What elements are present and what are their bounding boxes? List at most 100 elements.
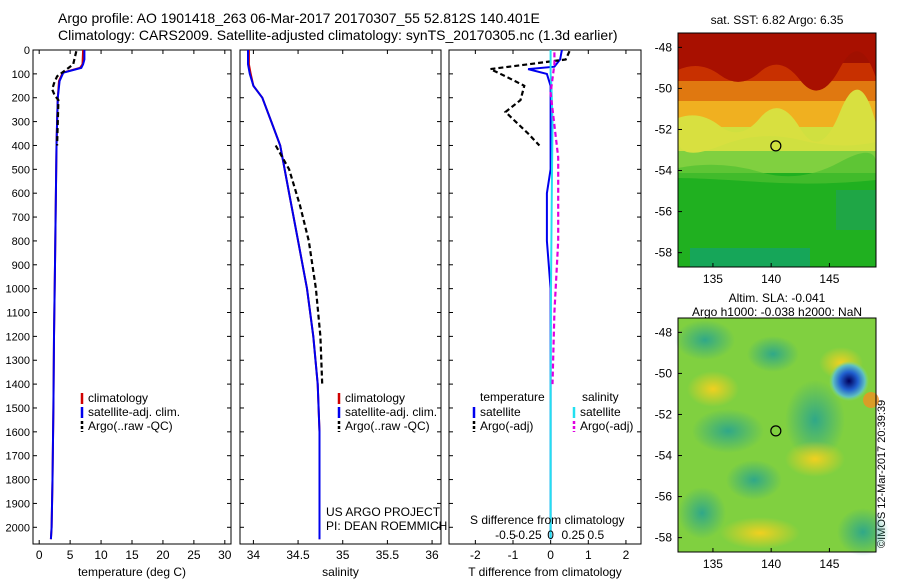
- sla-low-blob-2: [692, 409, 764, 453]
- sla-warm-spot: [863, 392, 879, 408]
- diff-secondary-tick-label: 0.5: [587, 528, 604, 542]
- panel1-xtick-label: 35.5: [376, 548, 400, 562]
- climatology-title: Climatology: CARS2009. Satellite-adjuste…: [58, 27, 618, 43]
- panel2-xtick-label: 1: [585, 548, 592, 562]
- sla-high-blob-2: [720, 517, 800, 549]
- depth-tick-label: 2000: [6, 522, 30, 534]
- panel0-xtick-label: 20: [156, 548, 170, 562]
- map0-ytick-label: -56: [655, 205, 673, 219]
- map0-ytick-label: -58: [655, 246, 673, 260]
- depth-tick-label: 1600: [6, 427, 30, 439]
- diff-legend-sal-argo-label: Argo(-adj): [580, 419, 633, 433]
- map0-frame: [677, 32, 877, 268]
- sst-cool-patch: [836, 190, 876, 230]
- panel0-legend-climatology-label: climatology: [88, 391, 148, 405]
- diff-legend-sal-satellite-label: satellite: [580, 405, 621, 419]
- panel2-series-line-3: [549, 52, 560, 385]
- panel1-frame: [239, 49, 442, 545]
- depth-tick-label: 1800: [6, 475, 30, 487]
- panel1-legend-climatology-label: climatology: [345, 391, 405, 405]
- project-label: US ARGO PROJECT: [326, 505, 441, 519]
- diff-secondary-tick-label: 0: [547, 528, 554, 542]
- depth-tick-label: 400: [12, 140, 30, 152]
- depth-tick-label: 1700: [6, 451, 30, 463]
- sla-map-title: Altim. SLA: -0.041: [729, 291, 826, 305]
- depth-tick-label: 200: [12, 93, 30, 105]
- map0-ytick-label: -54: [655, 164, 673, 178]
- map0-xtick-label: 145: [819, 272, 839, 286]
- panel2-xtick-label: -1: [508, 548, 519, 562]
- depth-tick-label: 1200: [6, 331, 30, 343]
- sst-front-band: [678, 89, 876, 153]
- map1-ytick-label: -54: [655, 449, 673, 463]
- panel0-frame: [32, 49, 232, 545]
- panel0-series-line-1: [49, 50, 86, 540]
- map0-xtick-label: 140: [761, 272, 781, 286]
- depth-tick-label: 700: [12, 212, 30, 224]
- panel2-xtick-label: -2: [470, 548, 481, 562]
- panel0-xlabel: temperature (deg C): [78, 565, 186, 579]
- map1-argo-position-marker: [770, 425, 782, 437]
- panel1-legend-satellite-label: satellite-adj. clim.: [345, 405, 437, 419]
- depth-tick-label: 800: [12, 236, 30, 248]
- profile-title: Argo profile: AO 1901418_263 06-Mar-2017…: [58, 10, 540, 26]
- sla-low-blob-1: [747, 336, 799, 372]
- depth-tick-label: 1000: [6, 284, 30, 296]
- panel2-xtick-label: 0: [547, 548, 554, 562]
- diff-legend-temp-satellite-label: satellite: [480, 405, 521, 419]
- depth-tick-label: 1400: [6, 379, 30, 391]
- panel1-xtick-label: 35: [336, 548, 350, 562]
- depth-tick-label: 1500: [6, 403, 30, 415]
- depth-tick-label: 100: [12, 69, 30, 81]
- panel1-xtick-label: 36: [425, 548, 439, 562]
- depth-tick-label: 1300: [6, 355, 30, 367]
- map1-ytick-label: -56: [655, 490, 673, 504]
- panel1-xlabel: salinity: [322, 565, 359, 579]
- map1-ytick-label: -58: [655, 531, 673, 545]
- sla-low-blob-4: [678, 487, 726, 539]
- panel0-xtick-label: 5: [67, 548, 74, 562]
- panel2-frame: [448, 49, 642, 545]
- panel0-series-line-2: [51, 50, 78, 146]
- sla-low-blob-3: [726, 460, 782, 500]
- depth-tick-label: 0: [24, 45, 30, 57]
- map1-frame: [677, 317, 877, 553]
- sst-cool-band: [678, 152, 877, 184]
- map1-xtick-label: 135: [703, 557, 723, 571]
- depth-tick-label: 1900: [6, 498, 30, 510]
- pi-label: PI: DEAN ROEMMICH: [326, 519, 447, 533]
- diff-legend-temp-argo-label: Argo(-adj): [480, 419, 533, 433]
- panel0-xtick-label: 15: [125, 548, 139, 562]
- panel1-xtick-label: 34: [247, 548, 261, 562]
- map1-xtick-label: 145: [819, 557, 839, 571]
- map1-ytick-label: -48: [655, 325, 673, 339]
- map0-ytick-label: -50: [655, 81, 673, 95]
- panel1-legend-argo-label: Argo(..raw -QC): [345, 419, 430, 433]
- panel2-xtick-label: 2: [623, 548, 630, 562]
- panel0-xtick-label: 10: [94, 548, 108, 562]
- sla-cold-eddy: [829, 361, 869, 401]
- diff-secondary-tick-label: -0.25: [514, 528, 542, 542]
- map1-ytick-label: -50: [655, 366, 673, 380]
- map0-ytick-label: -48: [655, 40, 673, 54]
- panel0-legend-argo-label: Argo(..raw -QC): [88, 419, 173, 433]
- sst-south-patch: [690, 248, 810, 267]
- panel0-legend-satellite-label: satellite-adj. clim.: [88, 405, 180, 419]
- diff-secondary-tick-label: 0.25: [562, 528, 586, 542]
- sla-low-blob-0: [675, 320, 735, 360]
- panel1-series-line-1: [247, 50, 321, 540]
- diff-secondary-axis-label: S difference from climatology: [470, 513, 625, 527]
- diff-legend-temperature-title: temperature: [480, 390, 545, 404]
- depth-tick-label: 1100: [6, 308, 30, 320]
- depth-tick-label: 300: [12, 117, 30, 129]
- map0-xtick-label: 135: [703, 272, 723, 286]
- diff-secondary-tick-label: -0.5: [495, 528, 516, 542]
- panel0-xtick-label: 25: [187, 548, 201, 562]
- depth-tick-label: 900: [12, 260, 30, 272]
- map0-ytick-label: -52: [655, 122, 673, 136]
- panel2-xlabel: T difference from climatology: [468, 565, 622, 579]
- panel1-series-line-2: [274, 144, 324, 385]
- panel0-xtick-label: 0: [36, 548, 43, 562]
- sla-high-blob-1: [785, 441, 845, 477]
